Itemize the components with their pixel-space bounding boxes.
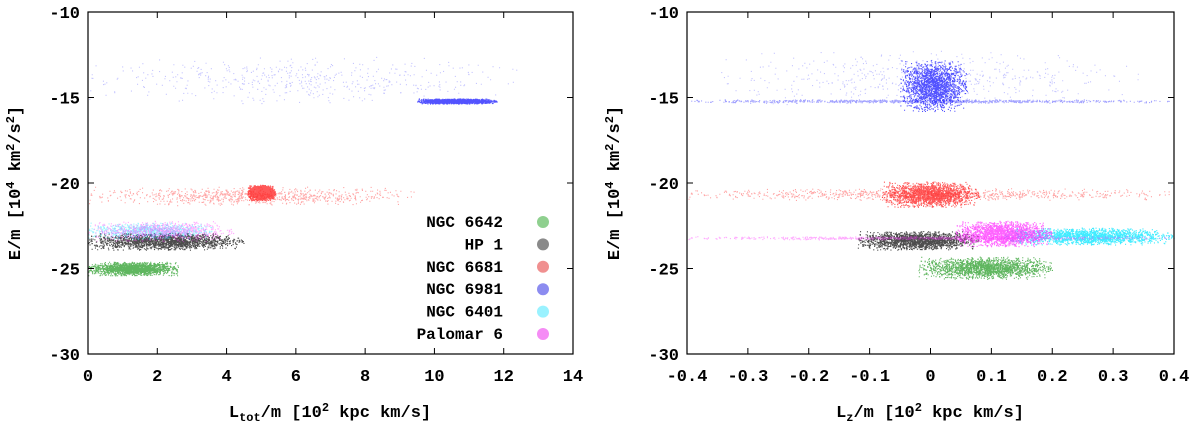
legend-label: NGC 6401 <box>426 304 503 322</box>
point-cloud <box>900 60 968 113</box>
legend-label: HP 1 <box>465 236 503 254</box>
x-tick-label: 0.1 <box>976 368 1007 387</box>
legend-marker <box>537 283 549 296</box>
x-tick-label: -0.3 <box>727 368 768 387</box>
x-tick-label: 0.2 <box>1037 368 1068 387</box>
point-cloud <box>88 261 179 277</box>
x-tick-label: 2 <box>152 368 162 387</box>
point-cloud <box>721 50 1139 106</box>
series-ngc-6401 <box>88 222 213 241</box>
point-cloud <box>688 236 1170 241</box>
x-tick-label: -0.4 <box>667 368 708 387</box>
point-cloud <box>247 184 277 202</box>
left-y-axis-label: E/m [104 km2/s2] <box>4 106 26 260</box>
series-ngc-6642 <box>918 256 1053 280</box>
x-tick-label: 0 <box>83 368 93 387</box>
legend-label: NGC 6681 <box>426 259 503 277</box>
series-hp-1 <box>857 231 979 251</box>
point-cloud <box>881 181 981 208</box>
legend-marker <box>537 238 549 251</box>
series-hp-1 <box>88 232 245 251</box>
series-palomar-6 <box>88 220 235 243</box>
point-cloud <box>688 188 1170 201</box>
y-tick-label: -25 <box>648 262 679 281</box>
series-ngc-6981 <box>691 50 1170 113</box>
x-tick-label: 4 <box>221 368 231 387</box>
series-palomar-6 <box>688 220 1170 248</box>
series-ngc-6681 <box>89 184 415 207</box>
series-ngc-6681 <box>688 181 1170 208</box>
y-tick-label: -15 <box>648 91 679 110</box>
x-tick-label: 8 <box>360 368 370 387</box>
y-tick-label: -15 <box>49 91 80 110</box>
point-cloud <box>88 222 213 241</box>
series-ngc-6642 <box>88 261 179 277</box>
y-tick-label: -30 <box>49 347 80 366</box>
right-panel-points <box>688 50 1175 280</box>
legend-marker <box>537 216 549 228</box>
x-tick-label: -0.1 <box>849 368 890 387</box>
legend-marker <box>537 328 549 340</box>
x-tick-label: 10 <box>424 368 444 387</box>
legend: NGC 6642 HP 1 NGC 6681 NGC 6981 NGC 6401 Palo… <box>417 214 549 344</box>
right-panel-ticks: -0.4 -0.3 -0.2 -0.1 0 0.1 0.2 0.3 0.4 -10 -15 -20 -2… <box>648 5 1189 387</box>
legend-label: Palomar 6 <box>417 326 503 344</box>
left-panel-frame <box>87 11 574 355</box>
right-panel-frame <box>686 11 1175 355</box>
y-tick-label: -30 <box>648 347 679 366</box>
y-tick-label: -25 <box>49 262 80 281</box>
left-x-axis-label: Ltot/m [102 kpc km/s] <box>229 401 431 425</box>
right-y-axis-label: E/m [104 km2/s2] <box>603 106 625 260</box>
x-tick-label: 0 <box>925 368 935 387</box>
point-cloud <box>417 98 498 105</box>
right-x-axis-label: Lz/m [102 kpc km/s] <box>836 401 1024 425</box>
y-tick-label: -10 <box>648 5 679 24</box>
x-tick-label: -0.2 <box>788 368 829 387</box>
left-panel: 0 2 4 6 8 10 12 14 -10 -15 -20 -25 -30 Ltot/m [102 k… <box>4 5 583 425</box>
right-panel: -0.4 -0.3 -0.2 -0.1 0 0.1 0.2 0.3 0.4 -10 -15 -20 -2… <box>603 5 1189 425</box>
x-tick-label: 6 <box>291 368 301 387</box>
point-cloud <box>89 186 415 207</box>
series-ngc-6981 <box>89 56 518 105</box>
point-cloud <box>88 220 235 243</box>
point-cloud <box>88 232 245 251</box>
legend-marker <box>537 305 549 318</box>
x-tick-label: 0.3 <box>1098 368 1129 387</box>
point-cloud <box>918 256 1053 280</box>
y-tick-label: -20 <box>648 176 679 195</box>
legend-marker <box>537 260 549 273</box>
legend-label: NGC 6981 <box>426 281 503 299</box>
point-cloud <box>857 231 979 251</box>
x-tick-label: 14 <box>563 368 583 387</box>
point-cloud <box>89 56 518 105</box>
point-cloud <box>955 220 1054 248</box>
y-tick-label: -10 <box>49 5 80 24</box>
legend-label: NGC 6642 <box>426 214 503 232</box>
x-tick-label: 12 <box>494 368 514 387</box>
left-panel-points <box>88 56 518 277</box>
y-tick-label: -20 <box>49 176 80 195</box>
x-tick-label: 0.4 <box>1159 368 1190 387</box>
